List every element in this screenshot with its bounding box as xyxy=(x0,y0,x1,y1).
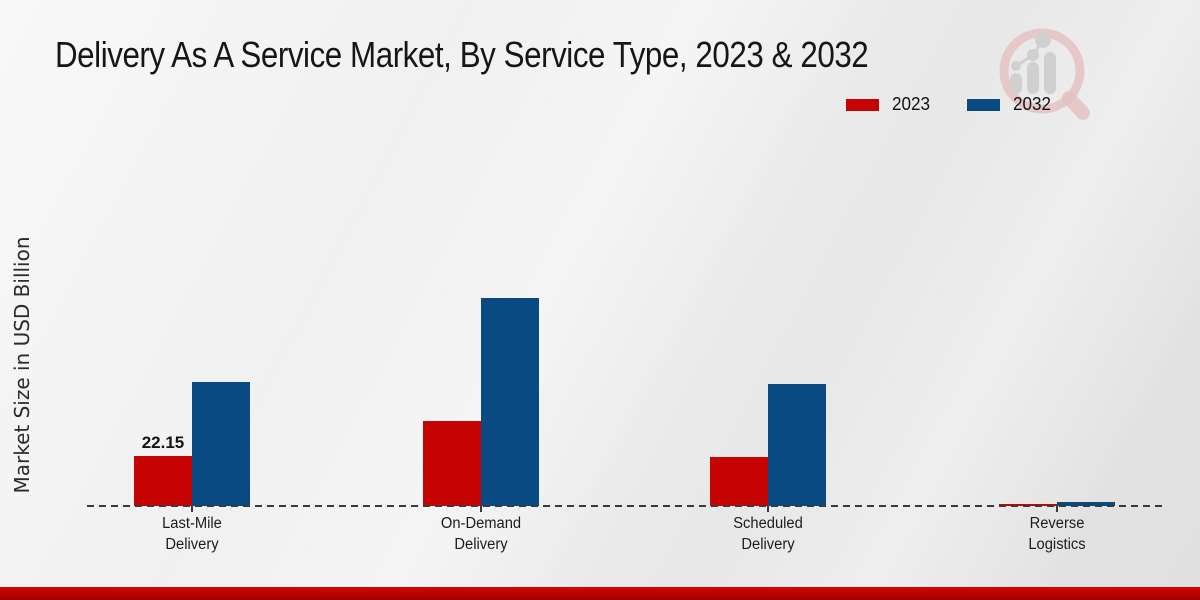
legend-item-2023: 2023 xyxy=(845,94,932,115)
bar-2032-last-mile-delivery xyxy=(192,382,250,506)
bar-2023-scheduled-delivery xyxy=(710,457,768,506)
x-axis-tick xyxy=(480,506,482,512)
chart-title: Delivery As A Service Market, By Service… xyxy=(55,34,869,75)
category-label: Reverse Logistics xyxy=(1028,515,1086,553)
bar-2032-on-demand-delivery xyxy=(481,298,539,506)
legend-label-2023: 2023 xyxy=(892,94,931,114)
bar-2032-reverse-logistics xyxy=(1057,502,1115,506)
bar-2032-scheduled-delivery xyxy=(768,384,826,506)
bar-2023-last-mile-delivery xyxy=(134,456,192,506)
magnifier-growth-chart-logo-icon xyxy=(999,28,1090,120)
bar-2023-on-demand-delivery xyxy=(423,421,481,506)
bar-value-label: 22.15 xyxy=(141,433,185,452)
legend: 2023 2032 xyxy=(845,94,1053,115)
category-label: On-Demand Delivery xyxy=(440,515,522,553)
x-axis-baseline xyxy=(87,505,1163,507)
legend-label-2032: 2032 xyxy=(1013,94,1052,114)
legend-swatch-2023 xyxy=(845,97,880,112)
legend-swatch-2032 xyxy=(966,97,1002,112)
footer-accent-bar xyxy=(0,587,1200,600)
x-axis-tick xyxy=(767,506,769,512)
category-label: Scheduled Delivery xyxy=(733,515,803,553)
category-label: Last-Mile Delivery xyxy=(162,515,222,553)
x-axis-tick xyxy=(191,506,193,512)
x-axis-tick xyxy=(1056,506,1058,512)
legend-item-2032: 2032 xyxy=(966,94,1053,115)
